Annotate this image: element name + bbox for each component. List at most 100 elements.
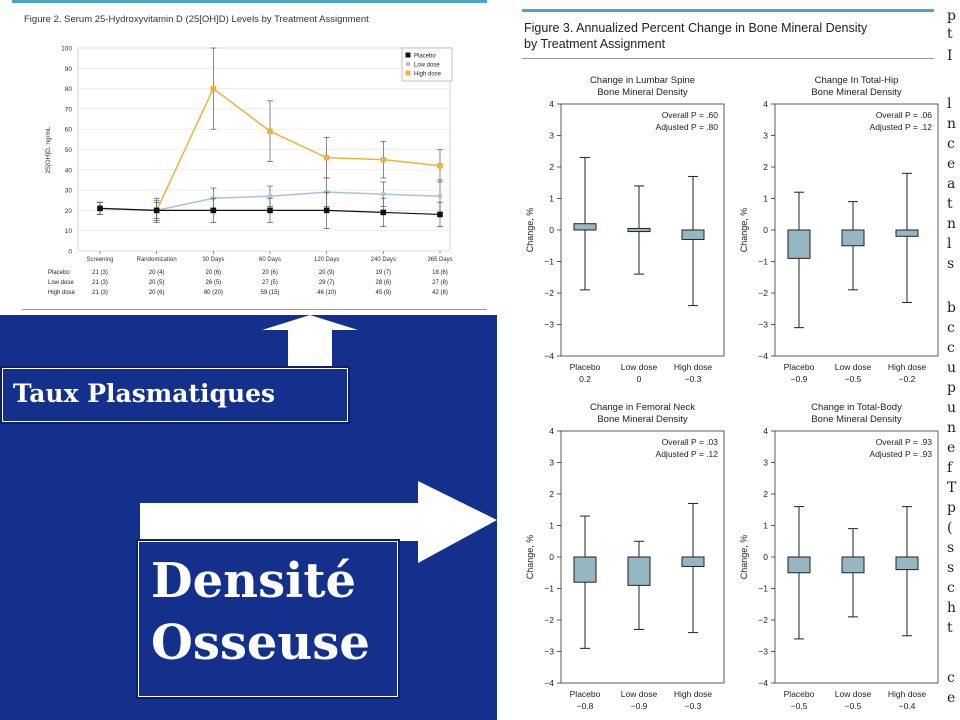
table-row-label: Low dose [48, 280, 74, 286]
data-point [380, 156, 387, 163]
table-cell: 59 (15) [260, 290, 279, 296]
article-text-fragment: n [947, 216, 957, 232]
y-tick-label: 4 [763, 99, 768, 109]
panel-title-line2: Bone Mineral Density [597, 87, 688, 98]
legend-marker [405, 70, 411, 76]
data-point [437, 162, 443, 169]
box [681, 556, 705, 567]
stat-overall: Overall P = .60 [662, 110, 719, 120]
legend-label: Low dose [414, 62, 440, 68]
y-tick-label: 1 [763, 521, 768, 531]
y-tick-label: −1 [758, 584, 768, 594]
x-tick-label: Screening [86, 257, 113, 263]
legend-marker [405, 61, 411, 67]
figure3-title-line1: Figure 3. Annualized Percent Change in B… [524, 21, 868, 35]
article-text-fragment: u [947, 400, 957, 416]
y-tick-label: 30 [65, 188, 73, 195]
y-tick-label: 3 [763, 458, 768, 468]
article-text-fragment: t [947, 620, 953, 636]
panel-title-line1: Change in Total-Body [811, 402, 902, 413]
y-tick-label: −4 [758, 678, 768, 688]
y-tick-label: 0 [763, 225, 768, 235]
article-text-fragment: e [947, 156, 956, 172]
figure2-line-chart: 0 10 20 30 40 50 60 70 80 90 100 25[OH]D, ng/mL Scre… [45, 46, 453, 297]
box [895, 556, 919, 571]
article-text-fragment: t [947, 26, 953, 42]
article-text-fragment: ( [947, 520, 953, 536]
figure3-title-line2: by Treatment Assignment [524, 37, 666, 51]
data-point [380, 209, 387, 216]
y-tick-label: 2 [763, 489, 768, 499]
group-median-label: 0 [637, 374, 642, 384]
y-tick-label: 80 [65, 86, 73, 93]
article-text-fragment: s [947, 560, 955, 576]
box [841, 229, 865, 247]
group-label: Low dose [621, 689, 658, 699]
box [627, 227, 651, 233]
group-median-label: −0.4 [899, 701, 916, 711]
y-tick-label: 1 [763, 194, 768, 204]
box [573, 556, 597, 583]
y-tick-label: 60 [65, 127, 73, 134]
y-tick-label: −4 [758, 351, 768, 361]
y-tick-label: 3 [763, 131, 768, 141]
y-tick-label: −3 [544, 320, 554, 330]
article-text-fragment: u [947, 360, 957, 376]
article-text-fragment: s [947, 540, 955, 556]
bone-density-line2: Osseuse [151, 615, 370, 671]
table-cell: 27 (8) [432, 280, 448, 286]
y-tick-label: 2 [549, 489, 554, 499]
table-cell: 27 (5) [262, 280, 278, 286]
y-tick-label: 4 [549, 426, 554, 436]
up-arrow [262, 315, 358, 368]
y-axis-label: Change, % [739, 535, 749, 580]
data-point [267, 207, 273, 214]
group-label: High dose [888, 689, 927, 699]
y-tick-label: 70 [65, 106, 73, 113]
table-cell: 21 (3) [92, 290, 108, 296]
data-point [210, 207, 217, 214]
article-text-fragment: l [947, 236, 952, 252]
table-cell: 20 (6) [149, 290, 165, 296]
figure3-title-rule [522, 58, 934, 59]
panel-title-line2: Bone Mineral Density [597, 414, 688, 425]
box [841, 556, 865, 574]
figure3-top-rule [522, 9, 934, 12]
table-cell: 18 (6) [432, 270, 448, 276]
box [627, 556, 651, 586]
article-text-fragment: a [947, 176, 956, 192]
data-point [437, 211, 443, 218]
group-label: High dose [674, 362, 713, 372]
y-tick-label: 20 [65, 208, 73, 215]
panel-title-line2: Bone Mineral Density [811, 87, 902, 98]
table-row-label: Placebo [48, 270, 70, 276]
y-tick-label: 4 [763, 426, 768, 436]
article-text-fragment: e [947, 440, 956, 456]
stat-overall: Overall P = .93 [876, 437, 933, 447]
y-tick-label: 1 [549, 521, 554, 531]
article-text-fragment: c [947, 670, 955, 686]
y-tick-label: −4 [544, 678, 554, 688]
group-label: Placebo [570, 362, 601, 372]
table-cell: 20 (9) [319, 270, 335, 276]
y-tick-label: −2 [758, 288, 768, 298]
group-median-label: −0.5 [791, 701, 808, 711]
y-tick-label: 1 [549, 194, 554, 204]
article-text-fragment: p [947, 8, 956, 24]
y-axis-label: Change, % [525, 208, 535, 253]
panel-title-line1: Change in Femoral Neck [590, 402, 695, 413]
table-cell: 28 (6) [375, 280, 391, 286]
data-point [267, 128, 273, 135]
data-point [153, 207, 160, 214]
y-tick-label: 100 [61, 46, 72, 53]
article-text-fragment: c [947, 136, 955, 152]
box [681, 229, 705, 240]
x-tick-label: 120 Days [314, 257, 339, 263]
article-text-fragment: T [947, 480, 957, 496]
y-tick-label: −3 [758, 647, 768, 657]
